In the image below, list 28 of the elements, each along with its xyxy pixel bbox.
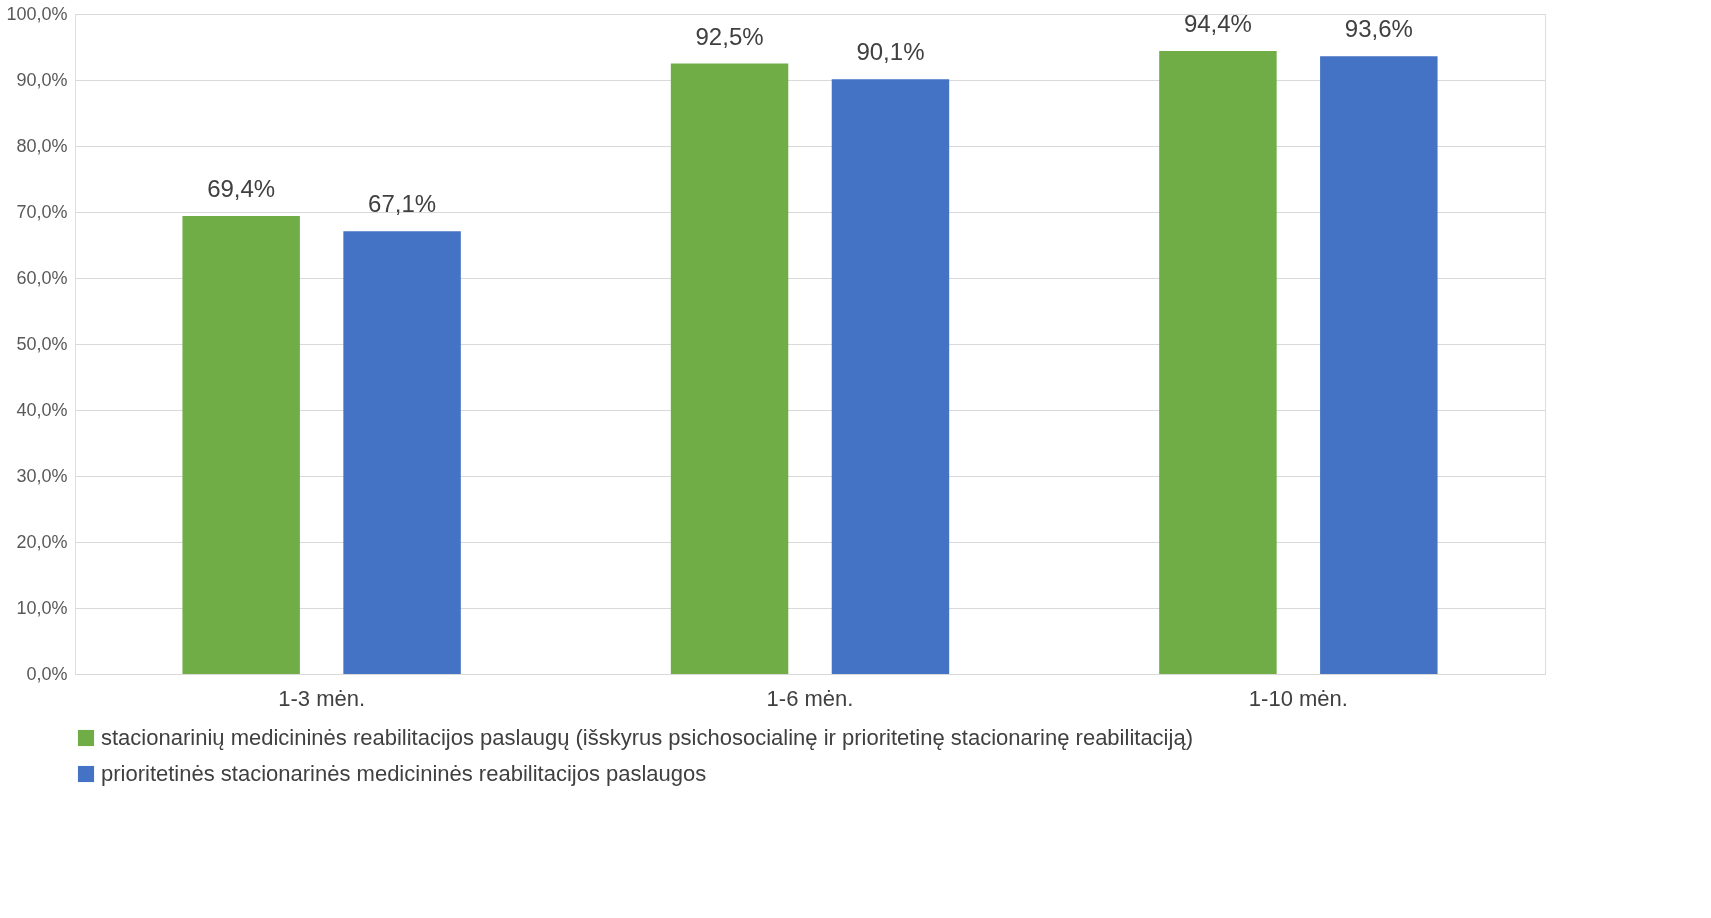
y-tick-label: 100,0% bbox=[6, 3, 68, 24]
x-tick-label: 1-10 mėn. bbox=[1248, 685, 1348, 711]
data-label: 90,1% bbox=[856, 38, 925, 66]
data-label: 67,1% bbox=[368, 190, 437, 218]
y-tick-label: 0,0% bbox=[26, 663, 68, 684]
y-tick-label: 10,0% bbox=[16, 597, 68, 618]
y-tick-label: 70,0% bbox=[16, 201, 68, 222]
bar bbox=[831, 79, 950, 674]
y-tick-label: 20,0% bbox=[16, 531, 68, 552]
data-label: 93,6% bbox=[1344, 15, 1413, 43]
data-label: 69,4% bbox=[207, 174, 276, 202]
bar bbox=[670, 63, 789, 674]
y-tick-label: 50,0% bbox=[16, 333, 68, 354]
legend-label: stacionarinių medicininės reabilitacijos paslaugų (išskyrus psichosocialinę ir prioritetinę stacionarinę reabilitaciją) bbox=[101, 725, 1193, 750]
bar bbox=[343, 231, 461, 674]
bar bbox=[1320, 56, 1438, 674]
y-tick-label: 30,0% bbox=[16, 465, 68, 486]
bar bbox=[1159, 50, 1277, 674]
legend-label: prioritetinės stacionarinės medicininės reabilitacijos paslaugos bbox=[101, 761, 707, 786]
data-label: 94,4% bbox=[1183, 9, 1252, 37]
data-label: 92,5% bbox=[695, 22, 764, 50]
y-tick-label: 80,0% bbox=[16, 135, 68, 156]
x-tick-label: 1-3 mėn. bbox=[278, 685, 366, 711]
y-tick-label: 90,0% bbox=[16, 69, 68, 90]
x-tick-label: 1-6 mėn. bbox=[766, 685, 854, 711]
y-tick-label: 60,0% bbox=[16, 267, 68, 288]
y-tick-label: 40,0% bbox=[16, 399, 68, 420]
bar bbox=[182, 215, 300, 674]
